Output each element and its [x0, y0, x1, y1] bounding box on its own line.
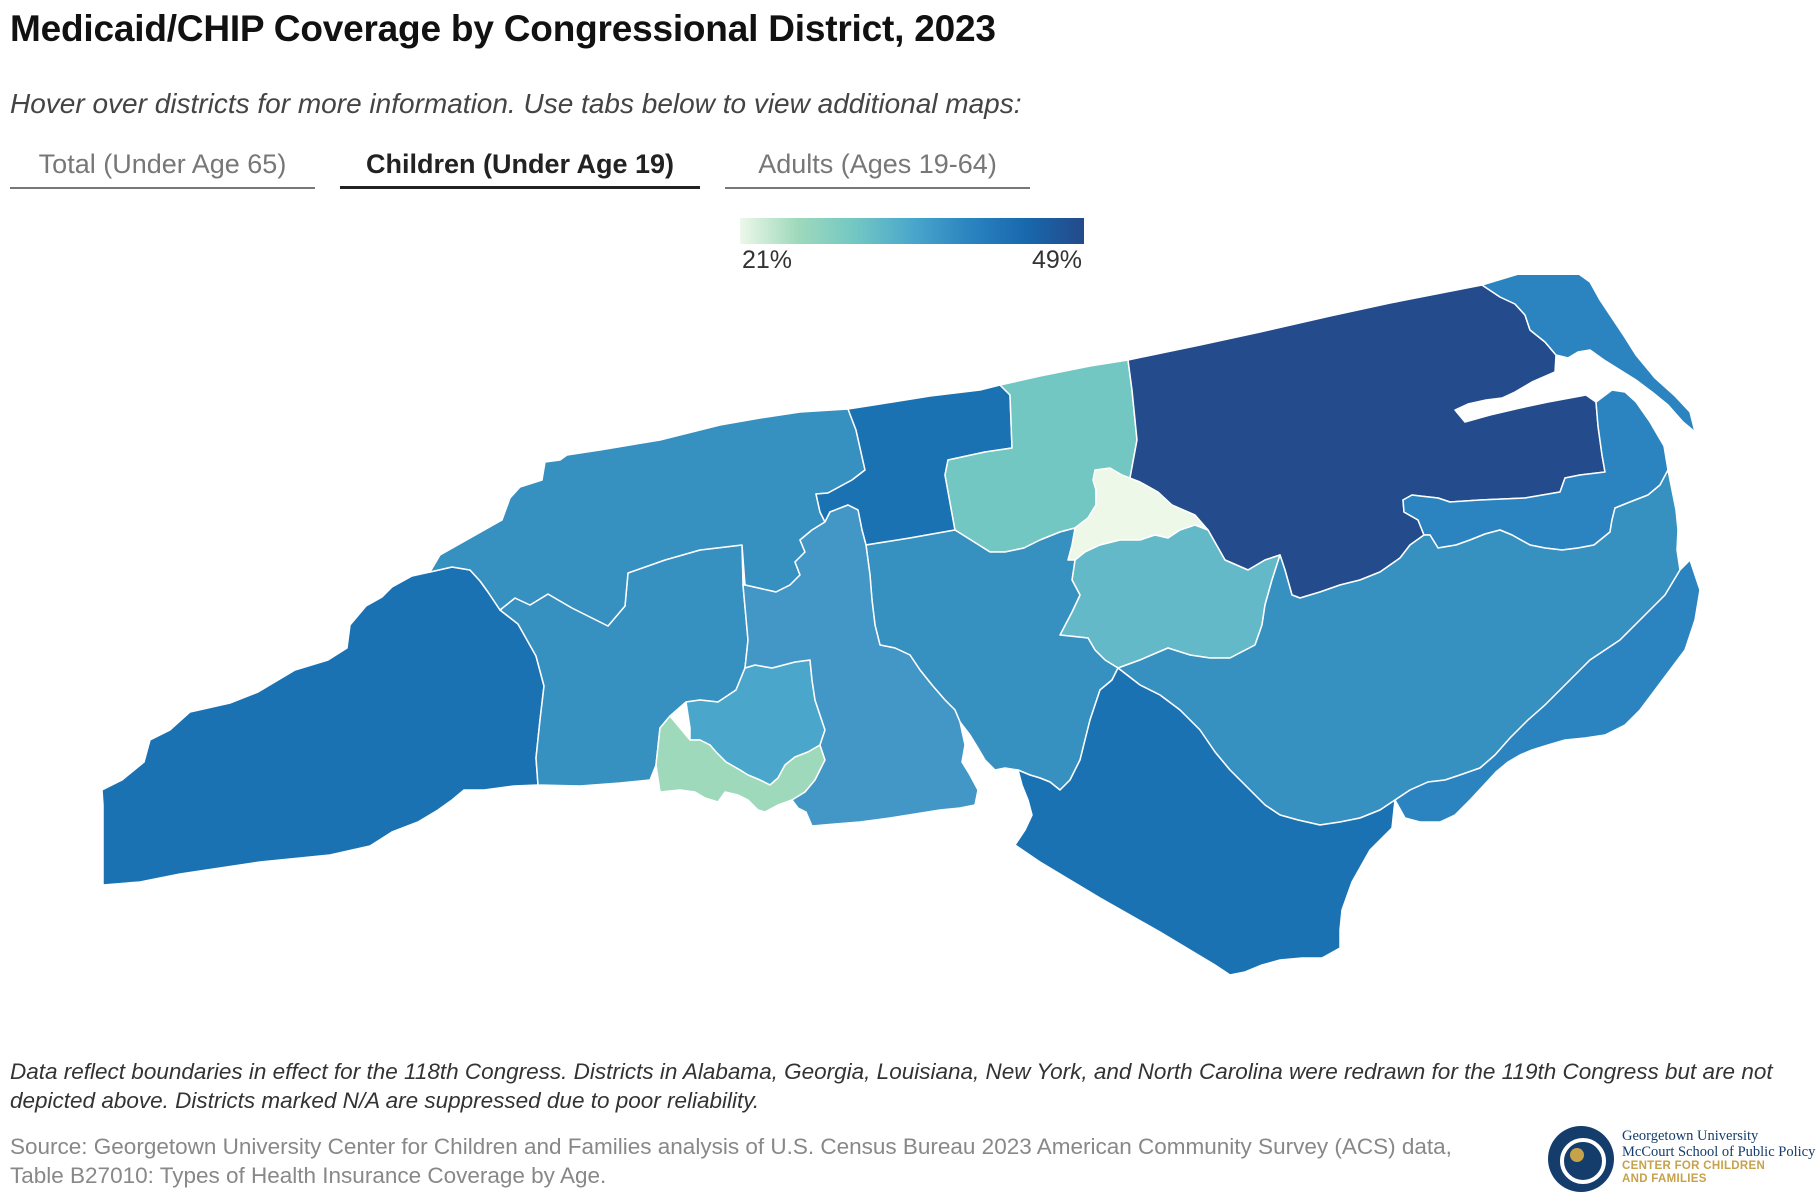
- footnote-boundaries: Data reflect boundaries in effect for th…: [10, 1059, 1773, 1113]
- district-map: [101, 275, 1701, 976]
- district-east[interactable]: [1394, 559, 1701, 823]
- tab-children-under-19[interactable]: Children (Under Age 19): [340, 145, 700, 189]
- logo-line-university: Georgetown University: [1622, 1128, 1759, 1144]
- georgetown-seal-icon: [1548, 1126, 1614, 1192]
- district-southeast[interactable]: [1014, 667, 1396, 976]
- legend-min-label: 21%: [742, 246, 793, 274]
- district-western[interactable]: [101, 566, 545, 886]
- legend-max-label: 49%: [1031, 246, 1082, 274]
- district-south-central[interactable]: [742, 504, 979, 827]
- page-title: Medicaid/CHIP Coverage by Congressional …: [10, 8, 996, 49]
- source-citation: Source: Georgetown University Center for…: [10, 1134, 1452, 1188]
- logo-line-school: McCourt School of Public Policy: [1622, 1144, 1816, 1160]
- logo-line-families: AND FAMILIES: [1622, 1173, 1707, 1185]
- tab-adults-19-64[interactable]: Adults (Ages 19-64): [725, 145, 1030, 189]
- logo-text: Georgetown University McCourt School of …: [1622, 1128, 1820, 1186]
- logo-line-center: CENTER FOR CHILDREN: [1622, 1160, 1766, 1172]
- georgetown-logo[interactable]: Georgetown University McCourt School of …: [1548, 1124, 1820, 1200]
- legend-gradient-bar: [740, 218, 1084, 244]
- page-subtitle: Hover over districts for more informatio…: [10, 88, 1022, 119]
- color-legend: 21% 49%: [740, 218, 1084, 274]
- tab-total-under-65[interactable]: Total (Under Age 65): [10, 145, 315, 189]
- district-outer-banks[interactable]: [1481, 275, 1696, 433]
